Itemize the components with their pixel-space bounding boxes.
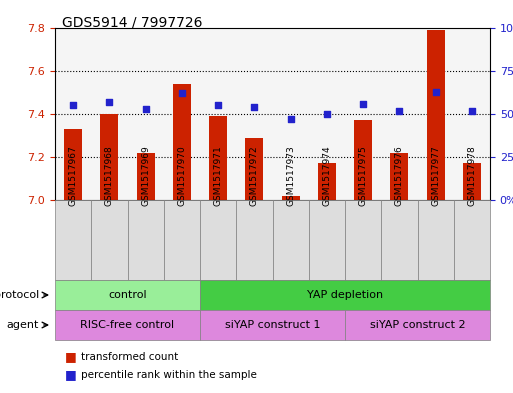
Bar xyxy=(245,138,264,200)
Text: GSM1517970: GSM1517970 xyxy=(177,146,186,206)
Text: GSM1517976: GSM1517976 xyxy=(395,146,404,206)
Text: GSM1517974: GSM1517974 xyxy=(322,146,331,206)
Point xyxy=(142,106,150,112)
Point xyxy=(214,102,222,108)
Text: percentile rank within the sample: percentile rank within the sample xyxy=(81,370,256,380)
Point xyxy=(468,107,476,114)
Text: RISC-free control: RISC-free control xyxy=(81,320,174,330)
Point xyxy=(396,107,404,114)
Text: siYAP construct 2: siYAP construct 2 xyxy=(370,320,465,330)
Text: GSM1517969: GSM1517969 xyxy=(141,146,150,206)
Point xyxy=(287,116,295,122)
Bar xyxy=(463,163,481,200)
Text: GSM1517973: GSM1517973 xyxy=(286,146,295,206)
Text: transformed count: transformed count xyxy=(81,352,178,362)
Bar xyxy=(64,129,82,200)
Bar xyxy=(101,114,119,200)
Bar xyxy=(136,153,155,200)
Bar xyxy=(354,120,372,200)
Bar xyxy=(209,116,227,200)
Point xyxy=(359,101,367,107)
Point xyxy=(250,104,259,110)
Text: GSM1517977: GSM1517977 xyxy=(431,146,440,206)
Text: GSM1517971: GSM1517971 xyxy=(213,146,223,206)
Bar xyxy=(282,196,300,200)
Text: GSM1517972: GSM1517972 xyxy=(250,146,259,206)
Text: GDS5914 / 7997726: GDS5914 / 7997726 xyxy=(62,15,202,29)
Text: agent: agent xyxy=(7,320,39,330)
Point xyxy=(323,111,331,117)
Point xyxy=(178,90,186,97)
Text: control: control xyxy=(108,290,147,300)
Point xyxy=(105,99,113,105)
Text: GSM1517975: GSM1517975 xyxy=(359,146,368,206)
Bar xyxy=(390,153,408,200)
Text: GSM1517978: GSM1517978 xyxy=(467,146,477,206)
Text: protocol: protocol xyxy=(0,290,39,300)
Bar xyxy=(318,163,336,200)
Text: ■: ■ xyxy=(65,369,77,382)
Text: GSM1517967: GSM1517967 xyxy=(69,146,77,206)
Text: GSM1517968: GSM1517968 xyxy=(105,146,114,206)
Bar xyxy=(173,84,191,200)
Point xyxy=(431,88,440,95)
Text: ■: ■ xyxy=(65,351,77,364)
Text: YAP depletion: YAP depletion xyxy=(307,290,383,300)
Bar xyxy=(427,30,445,200)
Point xyxy=(69,102,77,108)
Text: siYAP construct 1: siYAP construct 1 xyxy=(225,320,320,330)
